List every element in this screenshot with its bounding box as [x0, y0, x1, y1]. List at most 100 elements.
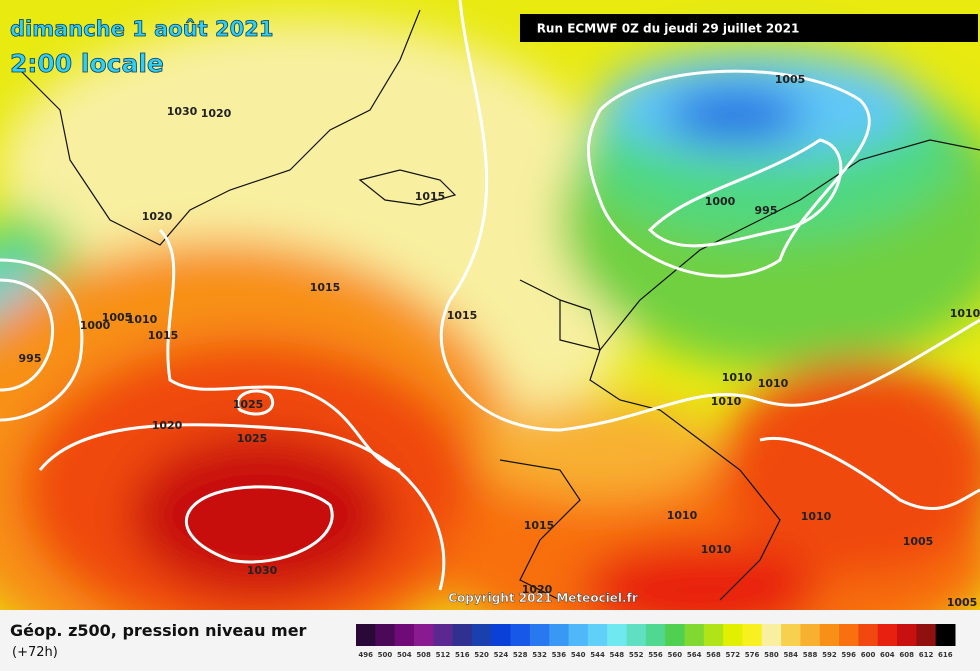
- isobar-label: 1010: [711, 395, 742, 408]
- colorbar-swatch: [723, 624, 743, 646]
- isobar-label: 1020: [152, 419, 183, 432]
- colorbar-swatch: [491, 624, 512, 646]
- isobar-label: 1010: [701, 543, 732, 556]
- colorbar-swatch: [413, 624, 434, 646]
- colorbar-label: 604: [880, 651, 895, 659]
- colorbar-swatch: [375, 624, 396, 646]
- isobar-label: 1020: [201, 107, 232, 120]
- colorbar-swatch: [626, 624, 647, 646]
- isobar-label: 1015: [415, 190, 446, 203]
- legend-title: Géop. z500, pression niveau mer: [10, 621, 307, 640]
- colorbar-label: 516: [455, 651, 470, 659]
- colorbar-swatch: [800, 624, 821, 646]
- colorbar-label: 504: [397, 651, 412, 659]
- colorbar-swatch: [394, 624, 415, 646]
- colorbar-swatch: [703, 624, 724, 646]
- colorbar-label: 592: [822, 651, 837, 659]
- isobar-label: 1005: [775, 73, 806, 86]
- colorbar-swatch: [568, 624, 589, 646]
- colorbar-label: 588: [803, 651, 818, 659]
- colorbar-swatch: [356, 624, 376, 646]
- isobar-label: 1010: [667, 509, 698, 522]
- isobar-label: 1015: [447, 309, 478, 322]
- isobar-label: 995: [19, 352, 42, 365]
- colorbar-label: 540: [571, 651, 586, 659]
- colorbar-swatch: [742, 624, 763, 646]
- colorbar-label: 572: [725, 651, 740, 659]
- colorbar-swatch: [781, 624, 801, 646]
- isobar-label: 1020: [522, 583, 553, 596]
- colorbar-label: 560: [668, 651, 683, 659]
- isobar-label: 1000: [80, 319, 111, 332]
- colorbar-label: 556: [648, 651, 663, 659]
- isobar-label: 1025: [237, 432, 268, 445]
- isobar-label: 1010: [801, 510, 832, 523]
- colorbar-swatch: [819, 624, 840, 646]
- isobar-label: 1010: [722, 371, 753, 384]
- colorbar-label: 520: [474, 651, 489, 659]
- map-time: 2:00 locale: [10, 49, 164, 78]
- isobar-label: 1030: [247, 564, 278, 577]
- colorbar-label: 496: [358, 651, 373, 659]
- colorbar-label: 544: [590, 651, 605, 659]
- colorbar-swatch: [471, 624, 492, 646]
- colorbar-swatch: [684, 624, 705, 646]
- colorbar-swatch: [858, 624, 879, 646]
- colorbar-swatch: [897, 624, 917, 646]
- colorbar-swatch: [645, 624, 666, 646]
- colorbar-label: 568: [706, 651, 721, 659]
- colorbar-label: 564: [687, 651, 702, 659]
- isobar-lines: [0, 0, 980, 591]
- map-date: dimanche 1 août 2021: [10, 17, 273, 41]
- colorbar-label: 524: [494, 651, 509, 659]
- colorbar-label: 616: [938, 651, 953, 659]
- colorbar-label: 528: [513, 651, 528, 659]
- colorbar-label: 532: [532, 651, 547, 659]
- run-banner: [520, 14, 978, 42]
- legend-lead: (+72h): [12, 645, 58, 660]
- colorbar-swatch: [935, 624, 956, 646]
- isobar-label: 1020: [142, 210, 173, 223]
- coastlines: [19, 9, 980, 601]
- isobar-label: 1015: [148, 329, 179, 342]
- isobar-labels: 1030 102010201015100510009951015101510001…: [19, 73, 980, 609]
- isobar-label: 1005: [102, 311, 133, 324]
- colorbar-swatch: [665, 624, 685, 646]
- isobar-label: 1005: [947, 596, 978, 609]
- isobar-label: 1025: [233, 398, 264, 411]
- colorbar-label: 608: [899, 651, 914, 659]
- colorbar-label: 536: [552, 651, 567, 659]
- isobar-label: 1005: [903, 535, 934, 548]
- colorbar-swatch: [916, 624, 937, 646]
- colorbar-swatch: [877, 624, 898, 646]
- colorbar-swatch: [452, 624, 473, 646]
- colorbar: 496 500 504 508 512 516 520 524 528 532 536 540 544 5…: [356, 624, 956, 659]
- isobar-label: 995: [755, 204, 778, 217]
- colorbar-swatch: [433, 624, 454, 646]
- isobar-label: 1010: [127, 313, 158, 326]
- colorbar-swatch: [761, 624, 782, 646]
- isobar-label: 1030: [167, 105, 198, 118]
- colorbar-swatch: [529, 624, 550, 646]
- copyright: Copyright 2021 Meteociel.fr: [448, 591, 638, 605]
- colorbar-label: 584: [783, 651, 798, 659]
- colorbar-swatch: [587, 624, 608, 646]
- colorbar-label: 552: [629, 651, 644, 659]
- isobar-label: 1015: [310, 281, 341, 294]
- colorbar-label: 576: [745, 651, 760, 659]
- colorbar-label: 500: [378, 651, 393, 659]
- isobar-label: 1000: [705, 195, 736, 208]
- colorbar-label: 548: [610, 651, 625, 659]
- isobar-label: 1010: [950, 307, 980, 320]
- isobar-label: 1015: [524, 519, 555, 532]
- colorbar-swatch: [607, 624, 628, 646]
- colorbar-label: 596: [841, 651, 856, 659]
- isobar-label: 1010: [758, 377, 789, 390]
- colorbar-label: 600: [861, 651, 876, 659]
- colorbar-swatch: [510, 624, 531, 646]
- colorbar-swatch: [839, 624, 859, 646]
- colorbar-swatch: [549, 624, 570, 646]
- colorbar-label: 508: [416, 651, 431, 659]
